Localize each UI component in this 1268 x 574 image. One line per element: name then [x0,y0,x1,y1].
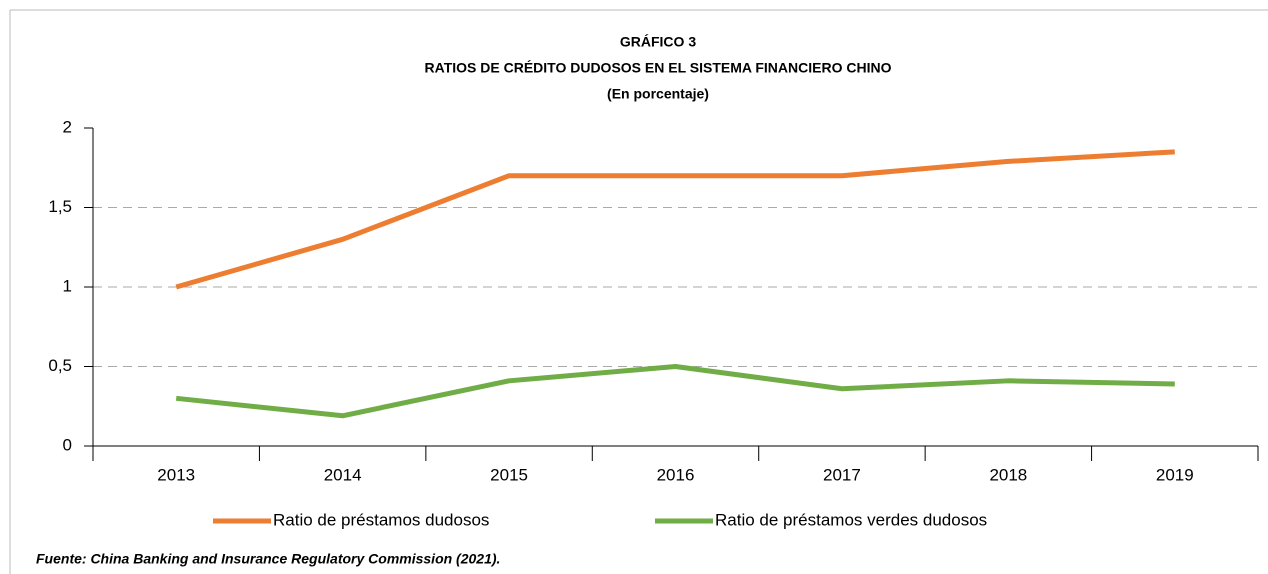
y-tick-label: 1,5 [48,197,72,216]
source-note: Fuente: China Banking and Insurance Regu… [36,551,500,567]
legend-label: Ratio de préstamos verdes dudosos [715,510,987,529]
x-tick-label: 2019 [1156,465,1194,484]
series-line [175,364,1175,419]
series-line [175,149,1175,290]
y-tick-label: 0 [63,435,72,454]
x-tick-label: 2014 [324,465,362,484]
x-tick-label: 2017 [823,465,861,484]
y-tick-label: 0,5 [48,356,72,375]
x-tick-label: 2016 [657,465,695,484]
unit-note: (En porcentaje) [607,86,709,102]
x-tick-label: 2018 [989,465,1027,484]
y-tick-label: 2 [63,117,72,136]
x-tick-label: 2015 [490,465,528,484]
legend-label: Ratio de préstamos dudosos [273,510,489,529]
chart-subtitle: RATIOS DE CRÉDITO DUDOSOS EN EL SISTEMA … [425,60,892,76]
x-tick-label: 2013 [157,465,195,484]
y-tick-label: 1 [63,276,72,295]
chart-title: GRÁFICO 3 [620,34,696,50]
